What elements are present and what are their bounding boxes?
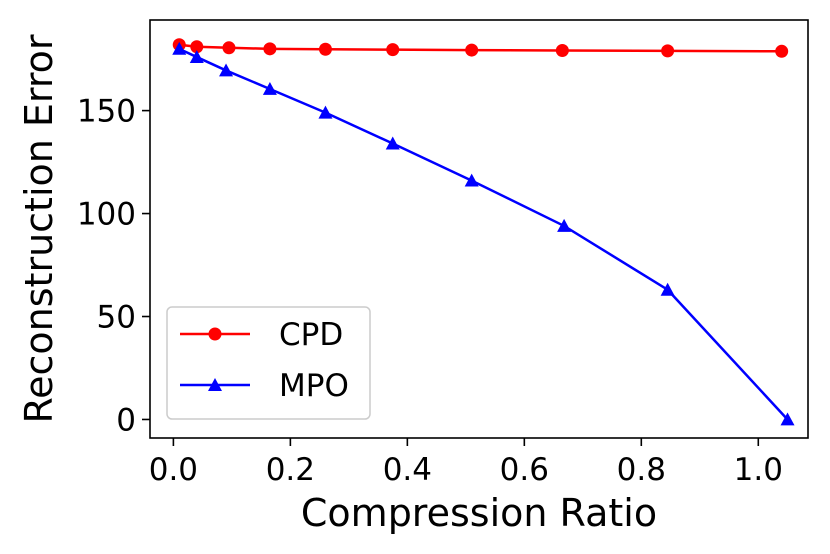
- data-point-cpd: [190, 40, 204, 54]
- x-tick-label: 1.0: [734, 452, 783, 488]
- legend-label-mpo: MPO: [279, 368, 349, 404]
- data-point-mpo: [262, 81, 277, 95]
- legend: CPD MPO: [166, 306, 371, 420]
- data-point-cpd: [775, 44, 789, 58]
- x-tick-label: 0.2: [266, 452, 315, 488]
- y-axis: 0 50 100 150: [77, 94, 150, 438]
- x-tick-label: 0.4: [383, 452, 432, 488]
- data-point-mpo: [318, 105, 333, 119]
- data-point-cpd: [661, 44, 675, 58]
- data-point-mpo: [660, 282, 675, 296]
- y-tick-label: 150: [77, 94, 136, 130]
- y-tick-label: 50: [97, 300, 136, 336]
- data-point-cpd: [386, 43, 400, 57]
- data-point-mpo: [557, 218, 572, 232]
- y-tick-label: 100: [77, 197, 136, 233]
- data-point-mpo: [464, 173, 479, 187]
- plot-frame: [149, 19, 809, 439]
- series-line-cpd: [179, 43, 782, 53]
- x-tick-label: 0.6: [500, 452, 549, 488]
- x-tick-label: 0.8: [617, 452, 666, 488]
- y-tick-label: 0: [116, 402, 136, 438]
- series-layer: [172, 38, 795, 426]
- legend-marker-cpd: [208, 327, 222, 341]
- x-axis: 0.0 0.2 0.4 0.6 0.8 1.0: [149, 438, 783, 488]
- data-point-mpo: [189, 50, 204, 64]
- legend-label-cpd: CPD: [279, 317, 343, 353]
- x-tick-label: 0.0: [149, 452, 198, 488]
- data-point-cpd: [318, 42, 332, 56]
- data-point-mpo: [172, 41, 187, 55]
- data-point-mpo: [780, 412, 795, 426]
- data-point-cpd: [222, 41, 236, 55]
- series-line-mpo: [178, 47, 789, 421]
- legend-marker-mpo: [208, 378, 222, 391]
- data-point-mpo: [219, 63, 234, 77]
- data-point-cpd: [263, 42, 277, 56]
- data-point-cpd: [465, 43, 479, 57]
- y-axis-label: Reconstruction Error: [17, 34, 61, 423]
- data-point-mpo: [385, 136, 400, 150]
- data-point-cpd: [555, 43, 569, 57]
- x-axis-label: Compression Ratio: [301, 491, 657, 535]
